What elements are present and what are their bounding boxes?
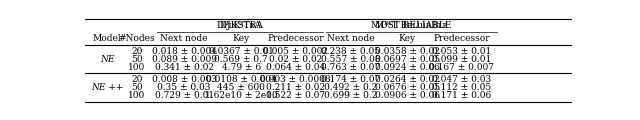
Text: Next node: Next node bbox=[161, 34, 208, 43]
Text: Next node: Next node bbox=[326, 34, 374, 43]
Text: 50: 50 bbox=[131, 55, 143, 64]
Text: 0.047 ± 0.03: 0.047 ± 0.03 bbox=[433, 75, 492, 84]
Text: 0.053 ± 0.01: 0.053 ± 0.01 bbox=[432, 47, 492, 56]
Text: NE ++: NE ++ bbox=[91, 83, 124, 92]
Text: 0.492 ± 0.2: 0.492 ± 0.2 bbox=[324, 83, 377, 92]
Text: 20: 20 bbox=[131, 75, 143, 84]
Text: 0.699 ± 0.2: 0.699 ± 0.2 bbox=[324, 91, 377, 100]
Text: 4.79 ± 6: 4.79 ± 6 bbox=[221, 63, 260, 72]
Text: 0.0367 ± 0.01: 0.0367 ± 0.01 bbox=[209, 47, 274, 56]
Text: 0.0358 ± 0.02: 0.0358 ± 0.02 bbox=[375, 47, 440, 56]
Text: DᴵʟKˢTʀA: DᴵʟKˢTʀA bbox=[219, 21, 261, 30]
Text: 0.003 ± 0.0008: 0.003 ± 0.0008 bbox=[260, 75, 331, 84]
Text: 0.729 ± 0.01: 0.729 ± 0.01 bbox=[155, 91, 214, 100]
Text: 0.211 ± 0.02: 0.211 ± 0.02 bbox=[266, 83, 325, 92]
Text: 0.35 ± 0.03: 0.35 ± 0.03 bbox=[157, 83, 211, 92]
Text: 0.018 ± 0.004: 0.018 ± 0.004 bbox=[152, 47, 217, 56]
Text: 0.0924 ± 0.06: 0.0924 ± 0.06 bbox=[375, 63, 440, 72]
Text: 0.099 ± 0.01: 0.099 ± 0.01 bbox=[432, 55, 492, 64]
Text: 0.0108 ± 0.004: 0.0108 ± 0.004 bbox=[206, 75, 276, 84]
Text: 0.174 ± 0.07: 0.174 ± 0.07 bbox=[321, 75, 380, 84]
Text: 0.0264 ± 0.02: 0.0264 ± 0.02 bbox=[375, 75, 440, 84]
Text: 0.112 ± 0.05: 0.112 ± 0.05 bbox=[432, 83, 492, 92]
Text: 100: 100 bbox=[129, 91, 146, 100]
Text: 1.62e10 ± 2e10: 1.62e10 ± 2e10 bbox=[205, 91, 278, 100]
Text: 0.522 ± 0.07: 0.522 ± 0.07 bbox=[266, 91, 325, 100]
Text: 0.341 ± 0.02: 0.341 ± 0.02 bbox=[155, 63, 214, 72]
Text: 100: 100 bbox=[129, 63, 146, 72]
Text: 0.064 ± 0.04: 0.064 ± 0.04 bbox=[266, 63, 325, 72]
Text: 0.02 ± 0.02: 0.02 ± 0.02 bbox=[269, 55, 323, 64]
Text: DIJKSTRA: DIJKSTRA bbox=[216, 21, 264, 30]
Text: Key: Key bbox=[399, 34, 416, 43]
Text: 0.0906 ± 0.06: 0.0906 ± 0.06 bbox=[375, 91, 440, 100]
Text: 0.089 ± 0.009: 0.089 ± 0.009 bbox=[152, 55, 217, 64]
Text: Model: Model bbox=[93, 34, 122, 43]
Text: 0.171 ± 0.06: 0.171 ± 0.06 bbox=[432, 91, 492, 100]
Text: 0.557 ± 0.08: 0.557 ± 0.08 bbox=[321, 55, 380, 64]
Text: #Nodes: #Nodes bbox=[119, 34, 156, 43]
Text: Predecessor: Predecessor bbox=[434, 34, 490, 43]
Text: 0.167 ± 0.007: 0.167 ± 0.007 bbox=[429, 63, 495, 72]
Text: 20: 20 bbox=[131, 47, 143, 56]
Text: 0.005 ± 0.002: 0.005 ± 0.002 bbox=[263, 47, 328, 56]
Text: 0.0676 ± 0.05: 0.0676 ± 0.05 bbox=[375, 83, 440, 92]
Text: NE: NE bbox=[100, 55, 115, 64]
Text: Predecessor: Predecessor bbox=[268, 34, 324, 43]
Text: 0.763 ± 0.07: 0.763 ± 0.07 bbox=[321, 63, 380, 72]
Text: MOST RELIABLE: MOST RELIABLE bbox=[371, 21, 451, 30]
Text: Key: Key bbox=[232, 34, 250, 43]
Text: MᴿˢT RᴇʟɯʀBʟᴇ: MᴿˢT RᴇʟɯʀBʟᴇ bbox=[375, 21, 447, 30]
Text: 0.569 ± 0.7: 0.569 ± 0.7 bbox=[214, 55, 268, 64]
Text: 50: 50 bbox=[131, 83, 143, 92]
Text: 445 ± 600: 445 ± 600 bbox=[217, 83, 265, 92]
Text: 0.008 ± 0.003: 0.008 ± 0.003 bbox=[152, 75, 216, 84]
Text: 0.0697 ± 0.05: 0.0697 ± 0.05 bbox=[375, 55, 440, 64]
Text: 0.238 ± 0.05: 0.238 ± 0.05 bbox=[321, 47, 380, 56]
